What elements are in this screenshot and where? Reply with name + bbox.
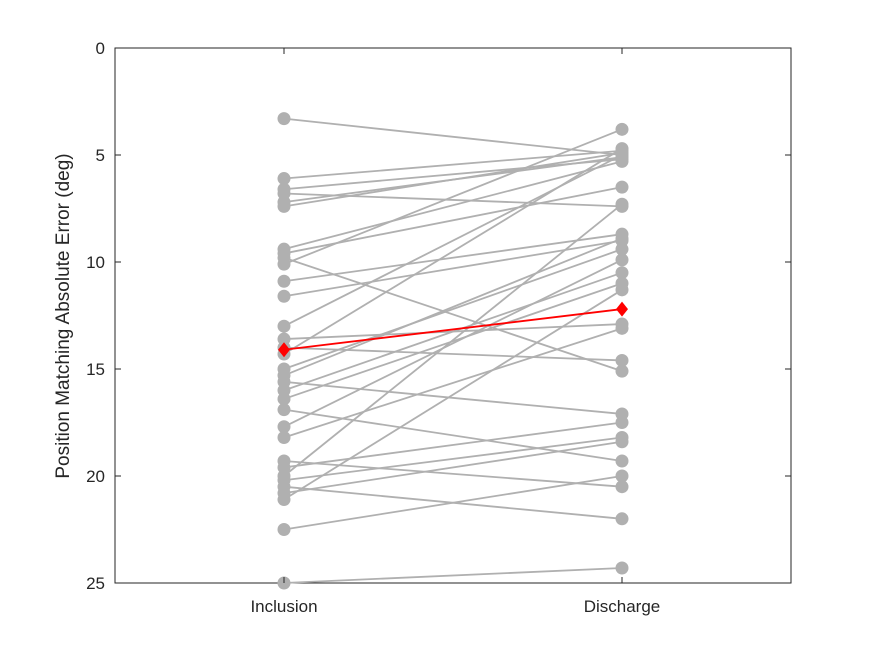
subject-point-discharge — [615, 561, 629, 575]
x-tick-label: Inclusion — [250, 597, 317, 616]
y-tick-label: 0 — [96, 39, 105, 58]
subject-line — [283, 380, 623, 415]
y-tick-label: 20 — [86, 467, 105, 486]
subject-point-inclusion — [277, 430, 291, 444]
subject-line — [283, 117, 623, 156]
subject-point-inclusion — [277, 257, 291, 271]
subject-line — [283, 436, 623, 482]
subject-point-discharge — [615, 321, 629, 335]
subject-point-discharge — [615, 480, 629, 494]
subject-line — [283, 147, 623, 355]
subject-line — [283, 256, 623, 372]
subject-line — [283, 160, 623, 251]
subject-line — [283, 421, 623, 469]
subject-point-discharge — [615, 253, 629, 267]
subject-point-discharge — [615, 197, 629, 211]
y-tick-label: 25 — [86, 574, 105, 593]
subject-point-discharge — [615, 283, 629, 297]
subject-line — [283, 203, 623, 477]
subject-point-discharge — [615, 180, 629, 194]
subject-line — [283, 408, 623, 462]
subject-point-inclusion — [277, 274, 291, 288]
subject-line — [283, 440, 623, 495]
subject-point-discharge — [615, 454, 629, 468]
subject-line — [283, 289, 623, 501]
subject-line — [283, 149, 623, 180]
mean-line — [283, 308, 623, 351]
subject-line — [283, 233, 623, 283]
subject-point-inclusion — [277, 199, 291, 213]
subject-point-discharge — [615, 435, 629, 449]
subject-point-discharge — [615, 142, 629, 156]
subject-point-discharge — [615, 266, 629, 280]
subject-point-discharge — [615, 512, 629, 526]
mean-marker-discharge — [616, 301, 628, 317]
subject-point-discharge — [615, 353, 629, 367]
subject-point-discharge — [615, 231, 629, 245]
subject-point-discharge — [615, 416, 629, 429]
subject-line — [283, 128, 623, 265]
y-tick-label: 10 — [86, 253, 105, 272]
subject-line — [283, 248, 623, 370]
y-axis-ticks: 0 5 10 15 20 25 — [86, 39, 791, 593]
subject-point-inclusion — [277, 420, 291, 434]
subject-line — [283, 475, 623, 531]
subject-point-inclusion — [277, 112, 291, 126]
subject-point-inclusion — [277, 493, 291, 507]
subject-point-discharge — [615, 364, 629, 378]
mean-layer — [278, 301, 628, 358]
x-tick-label: Discharge — [584, 597, 661, 616]
y-axis-label: Position Matching Absolute Error (deg) — [53, 153, 74, 478]
subject-line — [283, 192, 623, 208]
subject-point-inclusion — [277, 392, 291, 406]
y-tick-label: 15 — [86, 360, 105, 379]
subject-point-inclusion — [277, 172, 291, 186]
subject-line — [283, 327, 623, 439]
subject-point-inclusion — [277, 523, 291, 536]
subject-point-discharge — [615, 242, 629, 256]
subjects-layer — [277, 112, 629, 590]
mean-marker-inclusion — [278, 342, 290, 358]
x-axis-ticks: Inclusion Discharge — [250, 48, 660, 616]
subject-line — [283, 237, 623, 377]
subject-line — [283, 567, 623, 584]
subject-point-inclusion — [277, 289, 291, 303]
y-tick-label: 5 — [96, 146, 105, 165]
subject-point-inclusion — [277, 319, 291, 333]
subject-point-discharge — [615, 122, 629, 136]
subject-point-discharge — [615, 469, 629, 483]
subject-line — [283, 271, 623, 392]
subject-line — [283, 259, 623, 428]
subject-point-inclusion — [277, 403, 291, 417]
subject-line — [283, 151, 623, 208]
